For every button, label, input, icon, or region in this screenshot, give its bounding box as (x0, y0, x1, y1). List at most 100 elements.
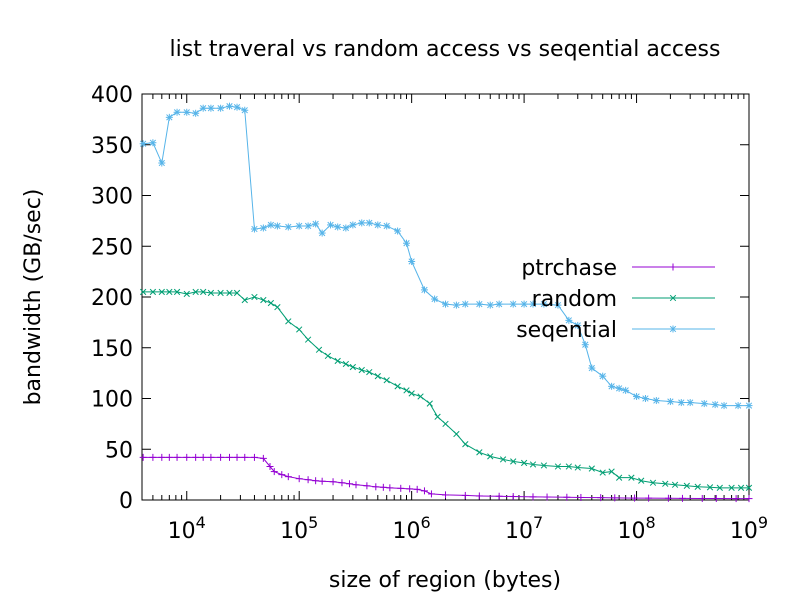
data-point (520, 459, 528, 467)
data-point (372, 483, 380, 491)
data-point (349, 363, 357, 371)
data-point (267, 221, 275, 229)
data-point (686, 399, 694, 407)
data-point (199, 453, 207, 461)
data-point (241, 296, 248, 304)
data-point (540, 300, 548, 308)
data-point (495, 300, 503, 308)
data-point (296, 326, 303, 333)
data-point (599, 372, 607, 380)
data-point (386, 484, 394, 492)
data-point (638, 477, 645, 484)
data-point (745, 402, 753, 410)
data-point (565, 316, 573, 324)
data-point (207, 453, 215, 461)
data-point (274, 303, 281, 311)
data-point (671, 481, 679, 488)
data-point (394, 383, 401, 390)
data-point (329, 478, 337, 486)
data-point (250, 453, 258, 461)
data-point (394, 227, 402, 235)
data-point (383, 377, 390, 384)
data-point (192, 288, 199, 296)
data-point (565, 463, 573, 470)
x-tick-base: 10 (168, 519, 196, 544)
data-point (226, 102, 234, 110)
data-point (597, 494, 605, 502)
data-point (149, 139, 157, 147)
data-point (278, 471, 286, 479)
data-point (374, 373, 381, 380)
data-point (217, 289, 224, 297)
x-tick-label: 107 (505, 513, 543, 544)
data-point (716, 484, 723, 491)
data-point (476, 449, 483, 456)
plot-area-border (141, 93, 750, 501)
data-point (304, 222, 312, 230)
data-point (520, 300, 528, 308)
data-point (509, 300, 517, 308)
x-axis: 104 105 106 107 108 109 (141, 94, 768, 544)
data-point (352, 481, 360, 489)
data-point (611, 494, 619, 502)
data-point (295, 475, 303, 483)
data-point (495, 492, 503, 500)
data-point (233, 453, 241, 461)
data-point (700, 400, 708, 408)
data-point (554, 463, 562, 470)
y-tick-label: 300 (91, 185, 133, 210)
data-point (250, 225, 258, 233)
x-tick-exponent: 4 (196, 513, 206, 532)
data-point (529, 461, 537, 468)
legend-swatch-marker (669, 294, 677, 302)
y-tick-label: 50 (105, 438, 133, 463)
data-point (192, 109, 200, 117)
data-point (698, 494, 706, 502)
data-point (599, 469, 606, 476)
y-tick-label: 250 (91, 235, 133, 260)
x-axis-label: size of region (bytes) (329, 568, 561, 593)
data-point (442, 491, 449, 499)
legend-swatch-marker (669, 263, 677, 271)
data-point (683, 482, 690, 489)
data-point (199, 104, 207, 112)
data-point (338, 479, 346, 487)
x-tick-base: 10 (280, 519, 308, 544)
data-point (509, 493, 517, 501)
data-point (420, 286, 428, 294)
y-tick-label: 350 (91, 134, 133, 159)
data-point (608, 382, 616, 390)
data-point (334, 223, 342, 231)
data-point (554, 301, 562, 309)
data-point (165, 113, 173, 121)
data-point (342, 224, 350, 232)
data-point (678, 494, 686, 502)
x-tick-exponent: 7 (533, 513, 543, 532)
data-point (453, 430, 460, 438)
legend-label: ptrchase (521, 256, 617, 281)
data-point (358, 219, 366, 227)
data-point (304, 336, 312, 343)
legend-item: seqential (516, 318, 715, 343)
series-line (143, 456, 749, 500)
x-tick-exponent: 5 (308, 513, 318, 532)
y-axis-label: bandwidth (GB/sec) (21, 189, 46, 406)
data-point (434, 413, 441, 420)
data-point (183, 453, 191, 461)
legend-label: seqential (516, 318, 617, 343)
data-point (270, 468, 278, 476)
data-point (207, 104, 215, 112)
data-point (652, 397, 660, 405)
data-point (260, 296, 267, 304)
data-point (226, 289, 233, 297)
y-tick-label: 150 (91, 337, 133, 362)
data-point (383, 222, 391, 230)
data-point (442, 420, 449, 428)
data-point (475, 300, 483, 308)
data-point (158, 159, 166, 167)
data-point (427, 490, 435, 498)
data-point (588, 465, 595, 472)
y-tick-label: 100 (91, 388, 133, 413)
data-point (139, 140, 147, 148)
legend: ptrchase random seqential (516, 256, 715, 343)
